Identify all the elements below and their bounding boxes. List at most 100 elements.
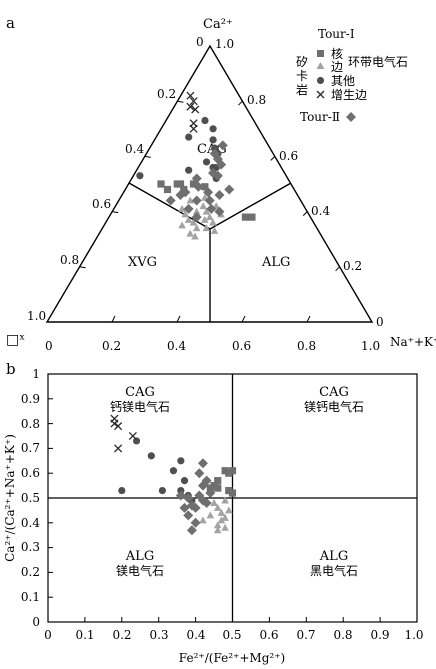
data-point-triangle [202, 224, 211, 232]
data-point-circle [209, 125, 217, 133]
y-tick-label: 0.8 [21, 417, 40, 431]
data-point-diamond [179, 502, 190, 513]
y-tick-label: 0 [32, 615, 40, 629]
left-tick-label: 0.4 [125, 142, 144, 156]
legend-rock-label-1: 矽 [296, 54, 308, 69]
legend-cross-marker [316, 90, 325, 99]
data-point-diamond [191, 173, 202, 184]
data-point-diamond [175, 490, 186, 501]
x-tick-label: 0.1 [75, 628, 94, 642]
data-point-triangle [221, 496, 229, 504]
data-point-cross [189, 124, 198, 133]
data-point-triangle [192, 224, 201, 232]
legend-item-label: 边 [331, 60, 343, 74]
data-point-diamond [205, 488, 216, 499]
y-tick-label: 1 [32, 367, 40, 381]
data-point-triangle [199, 516, 207, 524]
tick-mark [144, 155, 151, 158]
left-tick-label: 0.2 [157, 87, 176, 101]
y-tick-label: 0.3 [21, 540, 40, 554]
y-tick-label: 0.6 [21, 466, 40, 480]
ternary-points [136, 91, 256, 240]
scatter-points [110, 414, 237, 536]
data-point-circle [211, 144, 219, 152]
data-point-triangle [206, 511, 215, 519]
ternary-ticks [79, 100, 340, 323]
data-point-triangle [217, 516, 226, 524]
legend: Tour-Ⅰ 矽 卡 岩 核 边 环带电气石 其他 增生边 Tour-Ⅱ [296, 27, 408, 124]
tick-mark [302, 211, 308, 216]
data-point-diamond [204, 195, 215, 206]
y-tick-label: 0.9 [21, 392, 40, 406]
legend-rock-label-3: 岩 [296, 82, 308, 97]
tick-mark [111, 315, 116, 323]
data-point-circle [136, 172, 144, 180]
data-point-circle [118, 486, 126, 495]
data-point-diamond [165, 195, 176, 206]
data-point-diamond [197, 480, 208, 491]
data-point-circle [147, 452, 155, 460]
right-tick-label: 0.4 [311, 204, 330, 218]
legend-item-label: 其他 [331, 74, 355, 88]
data-point-square [201, 183, 209, 191]
data-point-diamond [191, 195, 202, 206]
apex-label-top: Ca²⁺ [203, 17, 233, 32]
data-point-diamond [217, 140, 228, 151]
data-point-triangle [210, 226, 219, 234]
data-point-cross [114, 444, 123, 453]
data-point-triangle [221, 513, 229, 521]
field-label-alg: ALG [261, 255, 290, 270]
data-point-square [157, 180, 165, 188]
axis-ticks [48, 398, 381, 622]
data-point-square [163, 185, 172, 194]
data-point-triangle [217, 508, 226, 516]
left-tick-label: 0.6 [92, 197, 111, 211]
data-point-triangle [221, 523, 229, 531]
data-point-triangle [186, 196, 195, 204]
y-tick-label: 0.5 [21, 491, 40, 505]
data-point-diamond [203, 187, 214, 198]
x-tick-label: 0.4 [186, 628, 205, 642]
tick-mark [241, 315, 246, 323]
legend-diamond-marker [346, 112, 356, 122]
data-point-cross [110, 414, 119, 423]
quadrant-name: ALG [125, 549, 154, 564]
right-tick-label: 0.6 [279, 149, 298, 163]
panel-label-b: b [6, 360, 16, 378]
data-point-triangle [213, 521, 222, 529]
data-point-circle [201, 116, 209, 125]
data-point-diamond [224, 184, 235, 195]
data-point-triangle [225, 506, 233, 514]
data-point-square [241, 213, 250, 221]
scatter-chart: b 0 0.1 0.2 0.3 0.4 0.5 0.6 0.7 0.8 0.9 … [3, 360, 424, 665]
data-point-square [214, 477, 222, 485]
bottom-tick-label: 1.0 [361, 339, 380, 353]
quadrant-name: ALG [319, 549, 348, 564]
legend-item-label: 增生边 [331, 88, 367, 102]
x-tick-label: 0.9 [370, 628, 389, 642]
field-label-xvg: XVG [128, 255, 157, 270]
y-tick-label: 0.7 [21, 441, 40, 455]
data-point-square [221, 467, 229, 475]
data-point-circle [169, 467, 178, 475]
legend-group1-title: Tour-Ⅰ [318, 27, 355, 41]
data-point-diamond [180, 187, 191, 198]
data-point-square [176, 180, 185, 188]
data-point-square [214, 484, 222, 492]
apex-label-bottom-right: Na⁺+K⁺ [390, 335, 436, 349]
data-point-diamond [194, 468, 205, 479]
right-tick-label: 0.2 [343, 259, 362, 273]
data-point-circle [158, 486, 166, 495]
data-point-diamond [191, 212, 202, 223]
legend-bracket-label: 环带电气石 [348, 54, 408, 69]
x-tick-label: 1.0 [404, 628, 423, 642]
quadrant-name: CAG [319, 385, 349, 400]
data-point-circle [185, 133, 193, 141]
legend-item-label: 核 [331, 47, 343, 61]
data-point-diamond [186, 525, 197, 536]
bottom-tick-label: 0.6 [232, 339, 251, 353]
quadrant-mineral: 黑电气石 [310, 563, 358, 578]
data-point-circle [202, 158, 211, 166]
legend-circle-marker [316, 76, 325, 85]
